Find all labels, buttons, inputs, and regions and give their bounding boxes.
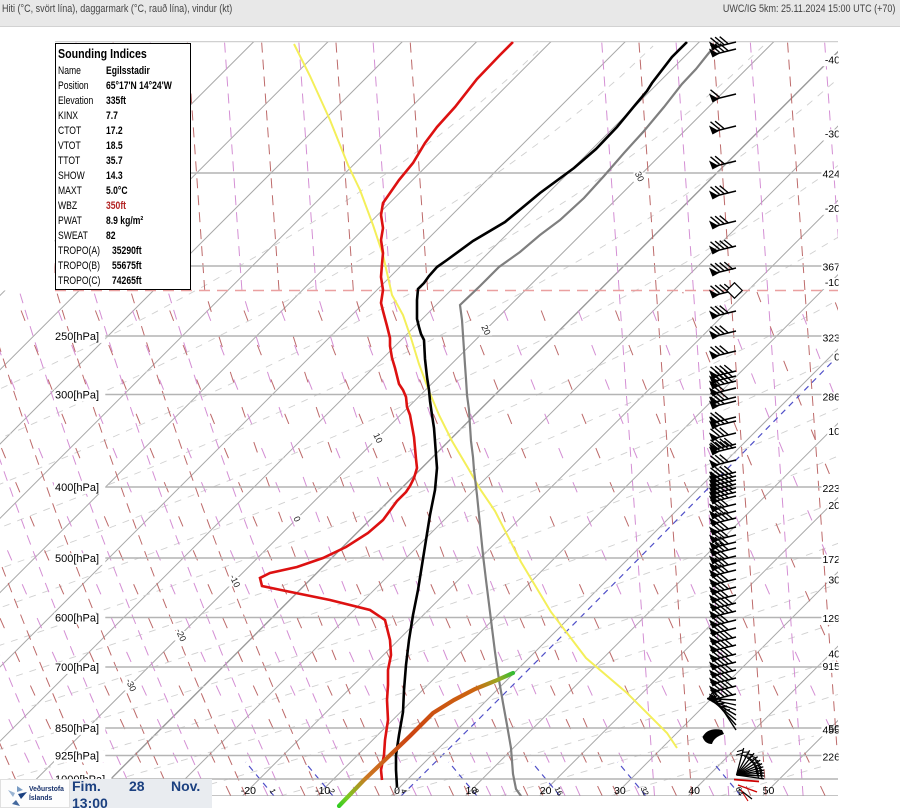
svg-text:300[hPa]: 300[hPa] <box>55 389 99 401</box>
svg-text:50: 50 <box>763 785 775 797</box>
svg-text:30: 30 <box>828 574 840 586</box>
svg-text:-20: -20 <box>174 627 189 643</box>
svg-text:129: 129 <box>822 613 840 625</box>
svg-text:500[hPa]: 500[hPa] <box>55 553 99 565</box>
svg-text:424: 424 <box>822 169 840 181</box>
svg-text:-10: -10 <box>228 573 243 589</box>
svg-text:172: 172 <box>822 554 840 566</box>
svg-text:286: 286 <box>822 392 840 404</box>
svg-text:2: 2 <box>327 787 337 795</box>
svg-text:0: 0 <box>834 352 840 364</box>
svg-text:250[hPa]: 250[hPa] <box>55 331 99 343</box>
svg-text:20: 20 <box>540 785 552 797</box>
svg-text:850[hPa]: 850[hPa] <box>55 723 99 735</box>
svg-text:-20: -20 <box>241 785 256 797</box>
svg-text:-30: -30 <box>825 129 840 141</box>
svg-text:367: 367 <box>822 262 840 274</box>
svg-text:-40: -40 <box>825 54 840 66</box>
svg-text:20: 20 <box>479 323 492 336</box>
svg-text:-20: -20 <box>825 203 840 215</box>
svg-text:16: 16 <box>553 785 565 797</box>
svg-text:0: 0 <box>394 785 400 797</box>
svg-text:455: 455 <box>822 725 840 737</box>
svg-text:32: 32 <box>639 785 651 797</box>
svg-text:925[hPa]: 925[hPa] <box>55 750 99 762</box>
svg-text:10: 10 <box>371 431 384 444</box>
svg-text:223: 223 <box>822 483 840 495</box>
svg-text:40: 40 <box>828 649 840 661</box>
svg-text:1: 1 <box>268 787 278 795</box>
svg-text:20: 20 <box>828 500 840 512</box>
svg-text:915: 915 <box>822 661 840 673</box>
svg-text:64: 64 <box>734 785 746 797</box>
svg-text:400[hPa]: 400[hPa] <box>55 482 99 494</box>
svg-text:30: 30 <box>614 785 626 797</box>
svg-text:40: 40 <box>688 785 700 797</box>
svg-text:323: 323 <box>822 333 840 345</box>
svg-text:700[hPa]: 700[hPa] <box>55 662 99 674</box>
svg-text:-30: -30 <box>124 677 139 693</box>
svg-text:600[hPa]: 600[hPa] <box>55 612 99 624</box>
svg-text:30: 30 <box>633 170 646 183</box>
svg-text:10: 10 <box>465 785 477 797</box>
svg-text:8: 8 <box>471 787 481 795</box>
svg-text:4: 4 <box>399 787 409 795</box>
svg-text:-10: -10 <box>315 785 330 797</box>
svg-text:226: 226 <box>822 752 840 764</box>
svg-text:50: 50 <box>828 723 840 735</box>
svg-text:10: 10 <box>828 426 840 438</box>
svg-text:0: 0 <box>291 515 302 524</box>
svg-text:-10: -10 <box>825 277 840 289</box>
